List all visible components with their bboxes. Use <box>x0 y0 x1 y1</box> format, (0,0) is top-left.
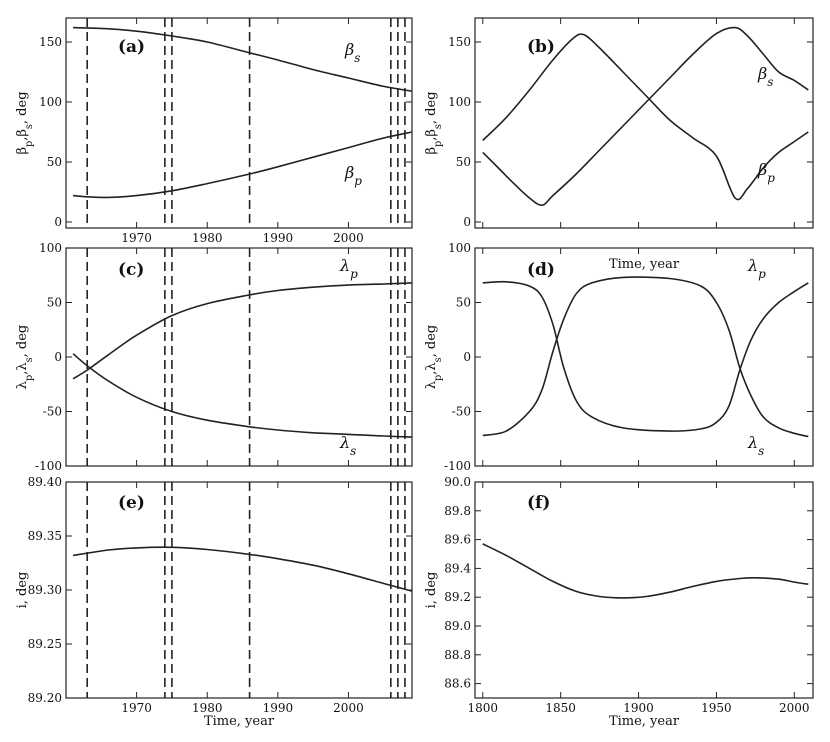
y-axis-label: λp,λs, deg <box>424 325 444 390</box>
plot-frame <box>65 17 413 229</box>
series-line-first <box>482 280 809 432</box>
x-tick-label: 2000 <box>333 231 364 245</box>
y-tick-label: 90.0 <box>444 475 471 489</box>
y-tick-label: -50 <box>43 405 62 419</box>
panel-f: 88.6 88.8 89.0 89.2 89.4 89.6 89.8 90.0 1800 1850… <box>424 475 814 729</box>
y-tick-label: 0 <box>463 350 471 364</box>
y-tick-label: 89.0 <box>444 619 471 633</box>
y-tick-label: 89.8 <box>444 504 471 518</box>
y-tick-label: 100 <box>448 241 471 255</box>
y-tick-label: 0 <box>54 350 62 364</box>
y-tick-label: 89.35 <box>28 529 62 543</box>
y-tick-label: 50 <box>456 296 471 310</box>
y-axis-label: λp,λs, deg <box>15 325 35 390</box>
y-tick-label: 100 <box>39 241 62 255</box>
x-tick-label: 2000 <box>779 701 810 715</box>
y-tick-label: 150 <box>448 35 471 49</box>
panel-label: (e) <box>118 493 145 513</box>
y-tick-label: 89.20 <box>28 691 62 705</box>
series-line-first <box>72 282 413 380</box>
series-label: βs <box>344 40 360 65</box>
panel-a: 0 50 100 150 1970 1980 1990 2000 βp,βs, deg (a) βs… <box>15 17 413 245</box>
y-axis-label: i, deg <box>424 572 439 609</box>
y-axis-label: i, deg <box>15 572 30 609</box>
panel-label: (b) <box>527 37 555 57</box>
x-tick-label: 1900 <box>623 701 654 715</box>
y-tick-label: 88.8 <box>444 648 471 662</box>
x-tick-label: 1950 <box>701 701 732 715</box>
panel-b: 0 50 100 150 βp,βs, deg (b) βs βp <box>424 17 814 229</box>
y-tick-label: 50 <box>47 296 62 310</box>
y-axis-label: βp,βs, deg <box>15 91 35 154</box>
series-label: βs <box>757 64 773 89</box>
series-label: λp <box>747 256 766 281</box>
plot-frame <box>474 17 814 229</box>
y-tick-label: 89.6 <box>444 533 471 547</box>
series-label: λp <box>339 256 358 281</box>
series-line-second <box>73 131 413 199</box>
panel-label: (c) <box>118 260 144 280</box>
series-label: λs <box>339 433 356 458</box>
panel-title: Time, year <box>609 257 680 272</box>
y-tick-label: -50 <box>452 405 471 419</box>
series-line-second <box>482 276 809 438</box>
series-line-first <box>482 33 809 201</box>
series-label: βp <box>344 163 362 188</box>
panel-label: (d) <box>527 260 555 280</box>
panel-d: -100 -50 0 50 100 λp,λs, deg Time, year (d) λp λs <box>424 241 814 473</box>
y-tick-label: 88.6 <box>444 677 471 691</box>
x-tick-label: 2000 <box>333 701 364 715</box>
y-tick-label: 89.30 <box>28 583 62 597</box>
x-axis-label: Time, year <box>609 714 680 729</box>
y-tick-label: 89.4 <box>444 561 471 575</box>
panel-c: -100 -50 0 50 100 λp,λs, deg (c) λp λs <box>15 241 413 473</box>
series-line-second <box>72 353 413 438</box>
panel-label: (a) <box>118 37 145 57</box>
y-tick-label: -100 <box>444 459 471 473</box>
x-axis-label: Time, year <box>204 714 275 729</box>
y-tick-label: 89.40 <box>28 475 62 489</box>
series-line <box>482 543 809 599</box>
series-line-second <box>482 26 809 207</box>
x-tick-label: 1980 <box>192 701 223 715</box>
x-tick-label: 1850 <box>545 701 576 715</box>
x-tick-label: 1980 <box>192 231 223 245</box>
series-label: λs <box>747 433 764 458</box>
x-tick-label: 1990 <box>263 231 294 245</box>
panel-label: (f) <box>527 493 550 513</box>
y-tick-label: -100 <box>35 459 62 473</box>
y-tick-label: 50 <box>47 155 62 169</box>
y-tick-label: 89.2 <box>444 590 471 604</box>
y-tick-label: 150 <box>39 35 62 49</box>
y-tick-label: 0 <box>54 215 62 229</box>
plot-frame <box>65 481 413 699</box>
panel-e: 89.20 89.25 89.30 89.35 89.40 1970 1980 1990 200… <box>15 475 413 729</box>
y-tick-label: 89.25 <box>28 637 62 651</box>
x-tick-label: 1990 <box>263 701 294 715</box>
y-axis-label: βp,βs, deg <box>424 91 444 154</box>
x-tick-label: 1800 <box>468 701 499 715</box>
y-tick-label: 100 <box>448 95 471 109</box>
y-tick-label: 100 <box>39 95 62 109</box>
series-label: βp <box>757 160 775 185</box>
x-tick-label: 1970 <box>121 231 152 245</box>
series-line-first <box>73 26 413 92</box>
y-tick-label: 50 <box>456 155 471 169</box>
plot-frame <box>65 247 413 467</box>
x-tick-label: 1970 <box>121 701 152 715</box>
plot-frame <box>474 481 814 699</box>
series-line <box>72 546 413 592</box>
y-tick-label: 0 <box>463 215 471 229</box>
